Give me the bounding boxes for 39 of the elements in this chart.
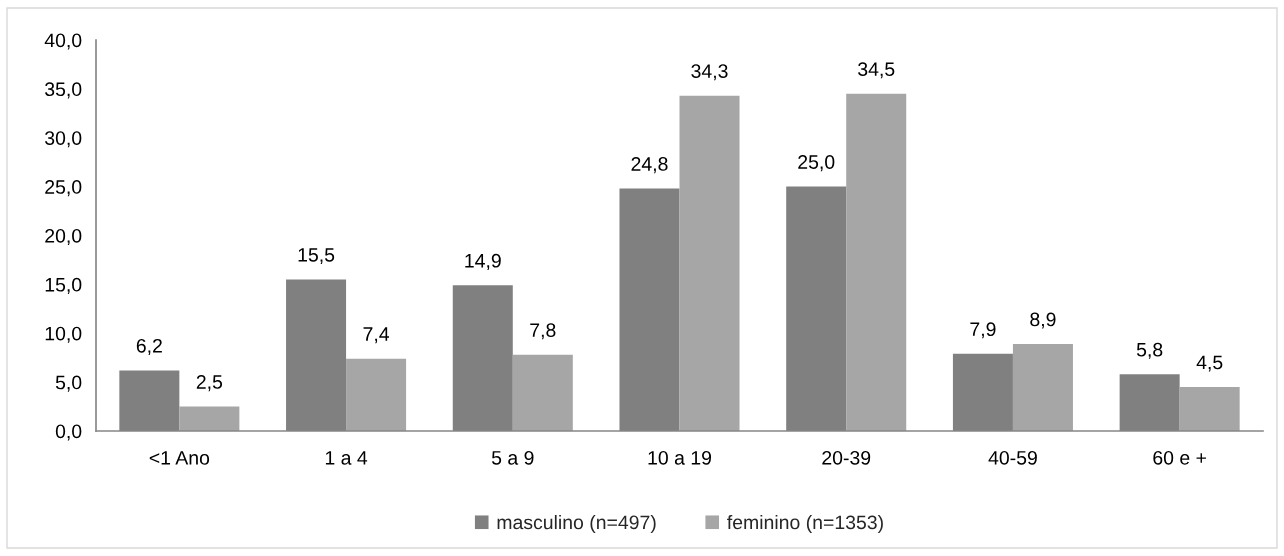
- y-tick-label: 5,0: [55, 375, 82, 392]
- data-label: 34,3: [691, 64, 728, 81]
- data-label: 34,5: [858, 62, 895, 79]
- bar: [512, 354, 573, 431]
- data-label: 15,5: [298, 248, 335, 265]
- bar: [346, 358, 407, 431]
- y-tick-label: 15,0: [45, 277, 82, 294]
- data-label: 6,2: [136, 338, 162, 355]
- data-label: 8,9: [1030, 312, 1056, 329]
- x-tick-label: 10 a 19: [648, 450, 712, 465]
- data-label: 25,0: [798, 155, 835, 172]
- x-tick-label: 60 e +: [1153, 450, 1206, 465]
- data-label: 24,8: [631, 157, 668, 174]
- bar: [846, 93, 907, 431]
- y-tick-label: 20,0: [45, 228, 82, 246]
- y-tick-label: 10,0: [45, 326, 82, 343]
- data-label: 2,5: [196, 375, 223, 392]
- bar: [1012, 344, 1073, 431]
- data-label: 4,5: [1196, 355, 1223, 372]
- y-tick-label: 40,0: [44, 33, 82, 50]
- data-label: 7,8: [530, 323, 556, 340]
- x-tick-label: <1 Ano: [149, 451, 210, 465]
- legend-label: feminino (n=1353): [727, 514, 883, 534]
- bar: [679, 95, 740, 431]
- y-tick-label: 30,0: [45, 131, 82, 148]
- y-tick-label: 35,0: [45, 82, 82, 99]
- x-tick-label: 1 a 4: [325, 451, 368, 465]
- data-label: 7,4: [363, 327, 390, 344]
- bar: [179, 406, 240, 431]
- x-tick-label: 5 a 9: [491, 450, 534, 465]
- data-label: 14,9: [465, 253, 501, 270]
- data-label: 5,8: [1136, 342, 1163, 359]
- data-label: 7,9: [970, 322, 996, 339]
- legend-label: masculino (n=497): [497, 514, 656, 534]
- y-tick-label: 0,0: [55, 424, 82, 441]
- x-tick-label: 40-59: [988, 450, 1037, 465]
- x-tick-label: 20-39: [822, 450, 871, 465]
- bar: [1179, 387, 1240, 431]
- y-tick-label: 25,0: [45, 180, 82, 197]
